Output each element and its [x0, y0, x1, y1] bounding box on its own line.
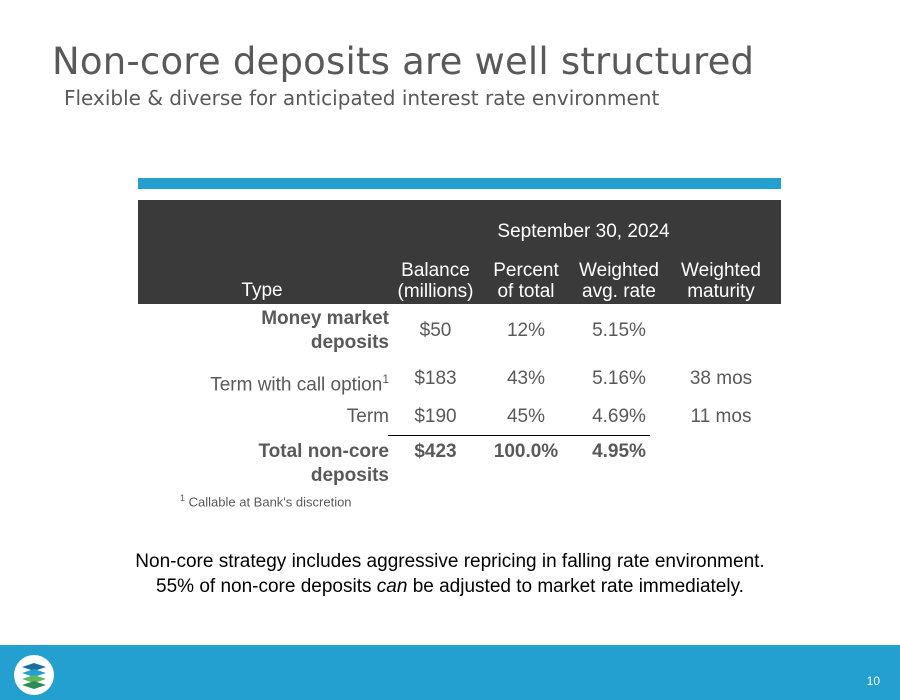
row-balance: $50 — [419, 320, 452, 341]
row-maturity: 38 mos — [689, 368, 753, 389]
slide-subtitle: Flexible & diverse for anticipated inter… — [64, 86, 660, 110]
row-balance: $423 — [414, 441, 457, 462]
footer-bar: 10 — [0, 645, 900, 700]
row-percent: 43% — [506, 368, 546, 389]
strategy-note-line-2: 55% of non-core deposits can be adjusted… — [156, 576, 744, 597]
row-rate: 4.95% — [592, 441, 646, 462]
row-type-label: Money market deposits — [261, 308, 389, 353]
table-row: Term with call option1 $183 43% 5.16% 38… — [138, 367, 781, 395]
footnote-marker: 1 — [382, 372, 389, 386]
layered-waves-logo-icon — [14, 655, 54, 695]
type-column-header: Type — [241, 280, 283, 301]
table-row: Term $190 45% 4.69% 11 mos — [138, 405, 781, 431]
percent-column-header: Percent of total — [493, 260, 559, 302]
balance-column-header: Balance (millions) — [397, 260, 474, 302]
row-balance: $190 — [414, 406, 457, 427]
row-maturity: 11 mos — [690, 406, 752, 427]
row-percent: 12% — [506, 320, 546, 341]
page-number: 10 — [866, 674, 880, 688]
accent-bar — [138, 178, 781, 189]
total-rule — [388, 435, 650, 436]
table-footnote: 1 Callable at Bank's discretion — [180, 493, 352, 510]
slide-title: Non-core deposits are well structured — [52, 40, 755, 83]
table-row: Money market deposits $50 12% 5.15% — [138, 307, 781, 357]
table-header: September 30, 2024 Type Balance (million… — [138, 200, 781, 304]
strategy-note-line-1: Non-core strategy includes aggressive re… — [135, 551, 765, 572]
row-percent: 100.0% — [493, 441, 559, 462]
row-type-label: Term — [346, 406, 389, 427]
row-rate: 5.16% — [592, 368, 646, 389]
rate-column-header: Weighted avg. rate — [579, 260, 659, 302]
row-balance: $183 — [414, 368, 457, 389]
period-header: September 30, 2024 — [497, 221, 670, 242]
maturity-column-header: Weighted maturity — [681, 260, 761, 302]
row-rate: 5.15% — [592, 320, 646, 341]
table-row: Total non-core deposits $423 100.0% 4.95… — [138, 440, 781, 490]
row-rate: 4.69% — [592, 406, 646, 427]
row-percent: 45% — [506, 406, 546, 427]
row-type-label: Total non-core deposits — [258, 441, 389, 486]
row-type-label: Term with call option1 — [210, 372, 389, 396]
